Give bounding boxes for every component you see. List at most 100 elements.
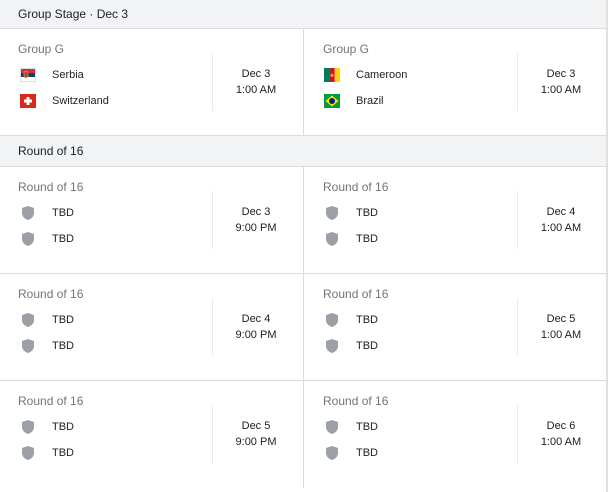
team-name: Cameroon: [356, 69, 408, 81]
match-datetime: Dec 3 1:00 AM: [529, 66, 593, 98]
match-row: Group G Serbia Switzerland: [0, 29, 608, 136]
team-name: TBD: [356, 233, 378, 245]
match-date: Dec 5: [241, 420, 271, 432]
team-name: TBD: [356, 447, 378, 459]
match-row: Round of 16 TBD TBD Dec 5 9:00 PM Round of 16…: [0, 381, 608, 488]
match-card-serbia-switzerland[interactable]: Group G Serbia Switzerland: [0, 29, 304, 135]
match-date: Dec 3: [241, 68, 271, 80]
match-round-label: Round of 16: [323, 180, 389, 194]
team-name: TBD: [52, 447, 74, 459]
shield-icon: [20, 338, 36, 354]
match-round-label: Round of 16: [18, 394, 84, 408]
round-of-16-list: Round of 16 TBD TBD Dec 3 9:00 PM Round of 16…: [0, 167, 608, 488]
team-row-home: TBD: [20, 312, 74, 328]
team-row-away: TBD: [324, 445, 378, 461]
team-row-away: TBD: [20, 231, 74, 247]
match-date: Dec 5: [546, 313, 576, 325]
match-datetime: Dec 4 9:00 PM: [224, 311, 288, 343]
match-time: 1:00 AM: [235, 84, 277, 96]
shield-icon: [324, 205, 340, 221]
team-name: TBD: [52, 207, 74, 219]
shield-icon: [324, 419, 340, 435]
match-date: Dec 6: [546, 420, 576, 432]
team-name: TBD: [356, 421, 378, 433]
shield-icon: [20, 231, 36, 247]
section-title: Group Stage · Dec 3: [18, 7, 129, 21]
match-date: Dec 3: [241, 206, 271, 218]
team-row-home: TBD: [324, 205, 378, 221]
match-card-round-of-16[interactable]: Round of 16 TBD TBD Dec 5 9:00 PM: [0, 381, 304, 488]
match-card-round-of-16[interactable]: Round of 16 TBD TBD Dec 5 1:00 AM: [304, 274, 608, 380]
match-time: 9:00 PM: [235, 329, 277, 341]
section-title: Round of 16: [18, 144, 84, 158]
shield-icon: [20, 445, 36, 461]
match-round-label: Round of 16: [18, 180, 84, 194]
team-name: TBD: [356, 340, 378, 352]
team-name: Switzerland: [52, 95, 109, 107]
card-divider: [212, 191, 213, 249]
serbia-flag-icon: [20, 68, 36, 82]
card-divider: [212, 53, 213, 111]
scrollbar-edge[interactable]: [606, 0, 608, 492]
team-row-home: TBD: [324, 419, 378, 435]
card-divider: [212, 405, 213, 464]
team-name: TBD: [52, 421, 74, 433]
team-name: TBD: [52, 233, 74, 245]
cameroon-flag-icon: [324, 68, 340, 82]
shield-icon: [324, 231, 340, 247]
match-date: Dec 4: [546, 206, 576, 218]
section-header-group-stage: Group Stage · Dec 3: [0, 0, 608, 29]
match-datetime: Dec 6 1:00 AM: [529, 418, 593, 450]
match-card-round-of-16[interactable]: Round of 16 TBD TBD Dec 4 1:00 AM: [304, 167, 608, 273]
team-row-away: TBD: [324, 231, 378, 247]
team-row-away: TBD: [20, 338, 74, 354]
match-card-round-of-16[interactable]: Round of 16 TBD TBD Dec 4 9:00 PM: [0, 274, 304, 380]
team-row-home: Serbia: [20, 67, 84, 83]
card-divider: [212, 298, 213, 356]
match-datetime: Dec 4 1:00 AM: [529, 204, 593, 236]
match-round-label: Round of 16: [323, 394, 389, 408]
section-header-round-of-16: Round of 16: [0, 136, 608, 167]
team-row-home: Cameroon: [324, 67, 407, 83]
team-name: TBD: [356, 207, 378, 219]
card-divider: [517, 53, 518, 111]
shield-icon: [324, 445, 340, 461]
team-row-away: TBD: [324, 338, 378, 354]
match-group-label: Group G: [18, 42, 65, 56]
card-divider: [517, 191, 518, 249]
match-card-round-of-16[interactable]: Round of 16 TBD TBD Dec 3 9:00 PM: [0, 167, 304, 273]
match-group-label: Group G: [323, 42, 370, 56]
match-date: Dec 3: [546, 68, 576, 80]
match-round-label: Round of 16: [18, 287, 84, 301]
match-time: 1:00 AM: [540, 84, 582, 96]
switzerland-flag-icon: [20, 94, 36, 108]
match-card-cameroon-brazil[interactable]: Group G Cameroon Brazil: [304, 29, 608, 135]
team-name: TBD: [52, 340, 74, 352]
team-name: Serbia: [52, 69, 84, 81]
team-row-home: TBD: [324, 312, 378, 328]
match-card-round-of-16[interactable]: Round of 16 TBD TBD Dec 6 1:00 AM: [304, 381, 608, 488]
card-divider: [517, 405, 518, 464]
team-name: TBD: [52, 314, 74, 326]
shield-icon: [20, 419, 36, 435]
team-row-home: TBD: [20, 205, 74, 221]
team-row-away: Brazil: [324, 93, 384, 109]
match-datetime: Dec 5 1:00 AM: [529, 311, 593, 343]
shield-icon: [20, 205, 36, 221]
team-row-home: TBD: [20, 419, 74, 435]
match-time: 1:00 AM: [540, 436, 582, 448]
team-name: Brazil: [356, 95, 384, 107]
shield-icon: [324, 338, 340, 354]
shield-icon: [324, 312, 340, 328]
shield-icon: [20, 312, 36, 328]
team-row-away: Switzerland: [20, 93, 109, 109]
brazil-flag-icon: [324, 94, 340, 108]
team-row-away: TBD: [20, 445, 74, 461]
match-time: 9:00 PM: [235, 436, 277, 448]
match-row: Round of 16 TBD TBD Dec 3 9:00 PM Round of 16…: [0, 167, 608, 274]
match-time: 1:00 AM: [540, 329, 582, 341]
match-datetime: Dec 5 9:00 PM: [224, 418, 288, 450]
match-time: 9:00 PM: [235, 222, 277, 234]
match-round-label: Round of 16: [323, 287, 389, 301]
team-name: TBD: [356, 314, 378, 326]
